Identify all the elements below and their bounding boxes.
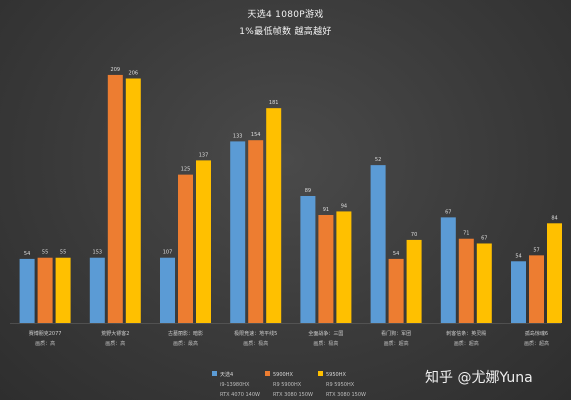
data-label: 181 xyxy=(269,100,279,106)
data-label: 67 xyxy=(481,235,487,241)
bar xyxy=(160,257,175,323)
category-label: 荒野大镖客2 xyxy=(101,330,129,337)
data-label: 133 xyxy=(233,133,243,139)
category-label: 全面战争：三国 xyxy=(308,330,343,337)
bar xyxy=(37,257,53,323)
category-label: 孤岛惊魂6 xyxy=(525,330,548,337)
bar xyxy=(230,141,246,323)
bar xyxy=(406,239,422,323)
bar xyxy=(440,217,456,323)
category-sublabel: 画质：超高 xyxy=(384,340,409,347)
data-label: 94 xyxy=(341,203,347,209)
data-label: 91 xyxy=(323,207,329,213)
bar xyxy=(196,160,211,323)
bar xyxy=(178,174,193,323)
category-label: 看门狗：军团 xyxy=(381,330,411,337)
bar xyxy=(19,258,35,323)
category-label: 极限竞速：地平线5 xyxy=(234,330,277,337)
data-label: 52 xyxy=(375,157,381,163)
bar xyxy=(89,257,105,323)
legend-detail: RTX 3080 150W xyxy=(326,392,366,398)
data-label: 71 xyxy=(463,231,469,237)
legend-detail: i9-13980HX xyxy=(220,382,250,388)
data-label: 209 xyxy=(111,67,121,73)
bar xyxy=(336,211,352,323)
data-label: 89 xyxy=(305,188,311,194)
data-label: 54 xyxy=(515,253,521,259)
bar xyxy=(55,257,71,323)
bar xyxy=(125,78,141,323)
legend-swatch xyxy=(212,371,217,376)
bar xyxy=(547,223,562,323)
legend-swatch xyxy=(265,371,270,376)
bar xyxy=(248,140,264,323)
data-label: 84 xyxy=(551,215,557,221)
category-label: 赛博朋克2077 xyxy=(29,330,62,337)
data-label: 70 xyxy=(411,232,417,238)
data-label: 206 xyxy=(129,70,139,76)
watermark: 知乎 @尤娜Yuna xyxy=(425,370,533,386)
category-sublabel: 画质：极高 xyxy=(243,340,268,347)
legend-detail: RTX 4070 140W xyxy=(220,392,260,398)
category-sublabel: 画质：高 xyxy=(105,340,125,347)
data-label: 54 xyxy=(24,251,30,257)
data-label: 57 xyxy=(533,247,539,253)
bar xyxy=(300,195,316,323)
legend-detail: R9 5950HX xyxy=(326,382,355,388)
category-label: 刺客信条：英灵殿 xyxy=(446,330,486,337)
category-label: 古墓丽影：暗影 xyxy=(168,330,203,337)
bar xyxy=(458,238,474,323)
category-sublabel: 画质：超高 xyxy=(524,340,549,347)
data-label: 55 xyxy=(42,250,48,256)
data-label: 107 xyxy=(163,250,173,256)
data-label: 153 xyxy=(93,250,103,256)
bar xyxy=(476,243,492,323)
legend-detail: RTX 3080 150W xyxy=(273,392,313,398)
chart-subtitle: 1%最低帧数 越高越好 xyxy=(239,27,332,37)
legend-label: 5900HX xyxy=(273,372,293,378)
category-sublabel: 画质：极高 xyxy=(313,340,338,347)
data-label: 154 xyxy=(251,132,261,138)
category-sublabel: 画质：最高 xyxy=(173,340,198,347)
bar xyxy=(107,74,123,323)
bar xyxy=(511,261,526,323)
bar xyxy=(388,258,404,323)
data-label: 125 xyxy=(181,167,191,173)
chart-title: 天选4 1080P游戏 xyxy=(247,10,324,20)
legend-label: 5950HX xyxy=(326,372,346,378)
legend-swatch xyxy=(318,371,323,376)
legend-label: 天选4 xyxy=(220,371,233,378)
data-label: 54 xyxy=(393,251,399,257)
category-sublabel: 画质：高 xyxy=(35,340,55,347)
data-label: 55 xyxy=(60,250,66,256)
data-label: 137 xyxy=(199,152,209,158)
bar xyxy=(266,108,282,324)
category-sublabel: 画质：超高 xyxy=(454,340,479,347)
legend-detail: R9 5900HX xyxy=(273,382,302,388)
data-label: 67 xyxy=(445,209,451,215)
bar xyxy=(529,255,544,323)
bar xyxy=(370,165,386,323)
bar xyxy=(318,214,334,323)
